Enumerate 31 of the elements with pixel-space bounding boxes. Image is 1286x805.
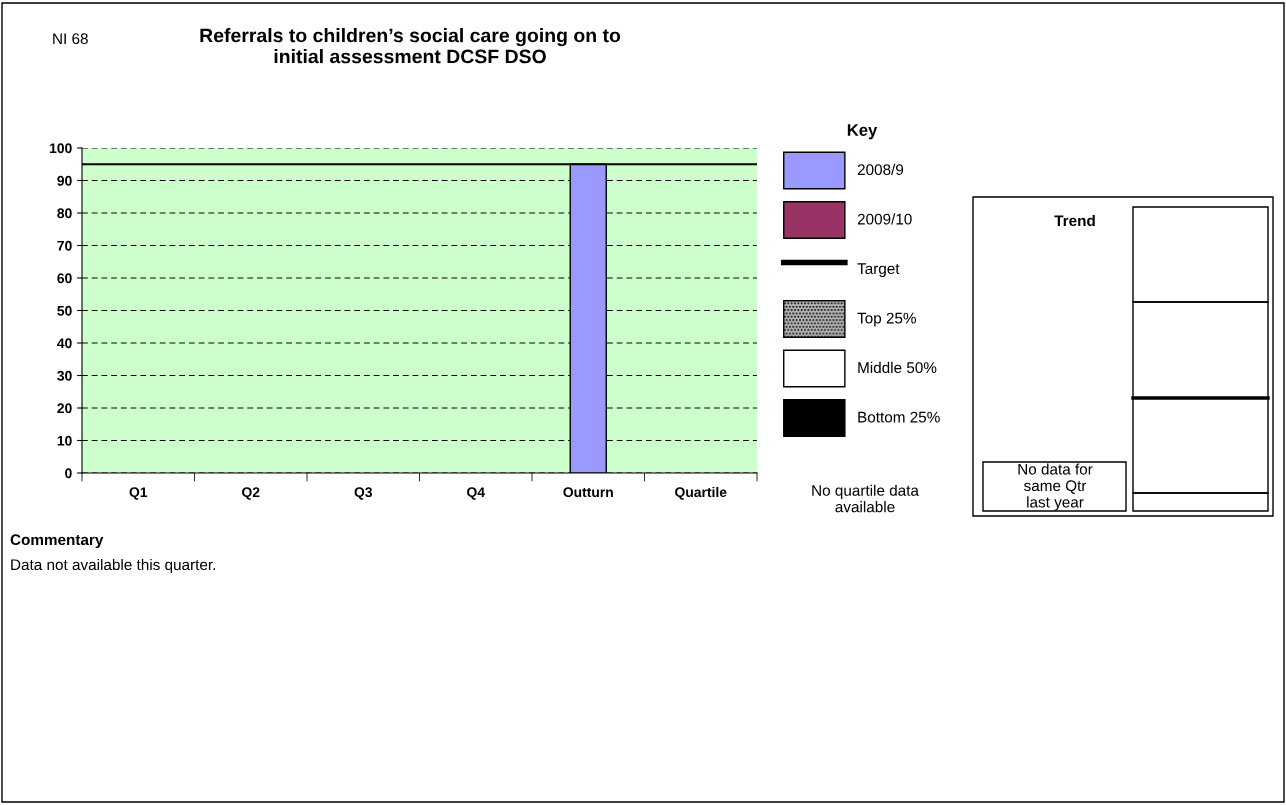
text: Trend (1054, 214, 1095, 227)
text: Data not available this quarter. (11, 558, 215, 574)
text: Commentary (10, 534, 104, 549)
x-tick-label: Q4 (467, 487, 485, 500)
x-tick-label: Q3 (354, 487, 373, 500)
y-tick-label: 0 (65, 468, 72, 479)
x-tick-label: Q2 (242, 487, 260, 500)
y-tick-label: 90 (57, 175, 72, 186)
text: Bottom 25% (858, 411, 940, 423)
text: No data for same Qtr last year (1018, 463, 1093, 511)
text: Top 25% (857, 312, 916, 327)
legend-label: Target (857, 263, 900, 278)
legend-label: 2009/10 (857, 213, 912, 225)
chart-title: Referrals to children’s social care going on to initial assessment DCSF DSO (200, 28, 621, 64)
y-tick-label: 50 (57, 305, 72, 316)
y-tick-label: 10 (57, 435, 72, 446)
x-tick-label: Outturn (563, 487, 613, 498)
legend-label: 2008/9 (857, 163, 904, 176)
y-tick-label: 20 (57, 403, 72, 414)
y-tick-label: 100 (49, 143, 72, 154)
x-tick-label: Quartile (675, 486, 727, 500)
legend-title: Key (847, 124, 878, 140)
text: Middle 50% (858, 361, 937, 374)
text: NI 68 (53, 33, 88, 45)
y-tick-label: 30 (57, 370, 72, 381)
y-tick-label: 80 (57, 208, 72, 219)
y-tick-label: 40 (57, 338, 72, 349)
text: No quartile data available (812, 484, 919, 513)
x-tick-label: Q1 (129, 487, 148, 500)
y-tick-label: 70 (57, 240, 72, 251)
y-tick-label: 60 (57, 273, 72, 284)
